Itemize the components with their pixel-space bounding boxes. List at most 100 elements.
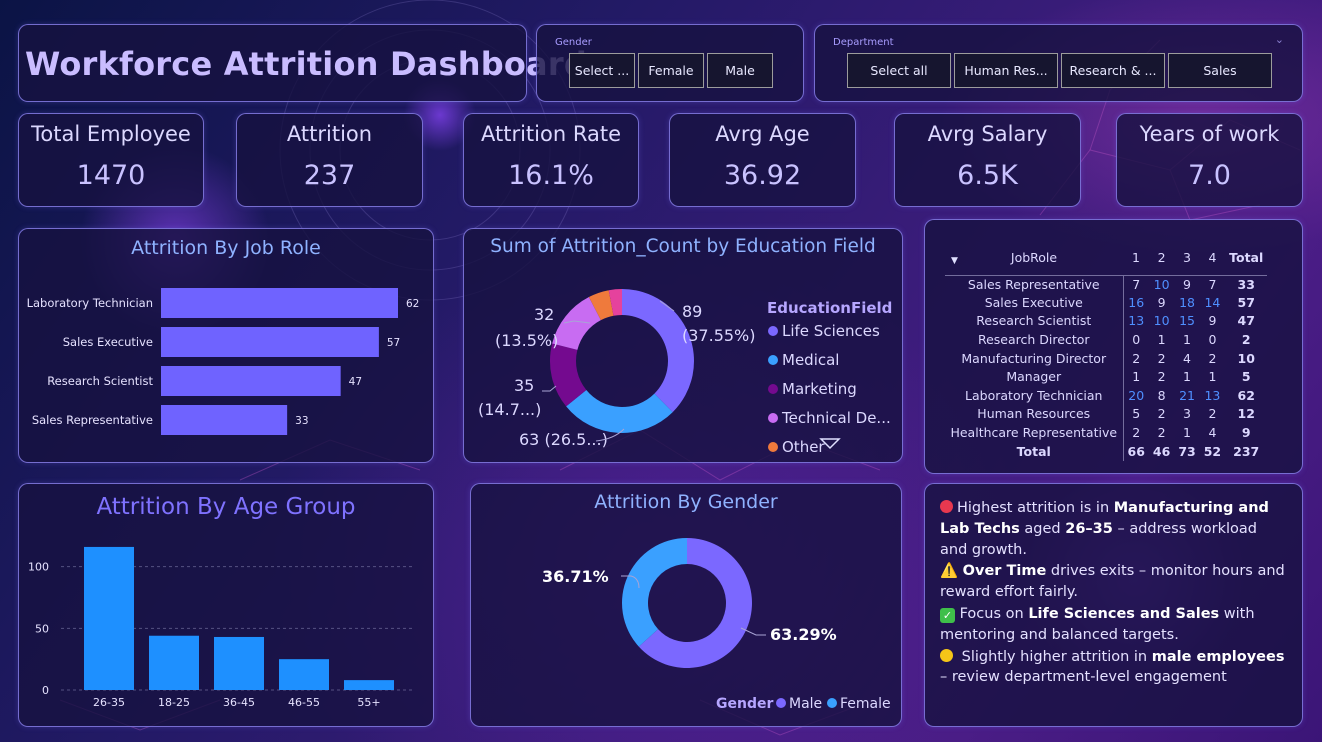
education-slice (552, 297, 601, 350)
gender-option-male[interactable]: Male (707, 53, 773, 88)
matrix-cell: 8 (1157, 387, 1166, 403)
education-leader-line (659, 300, 675, 312)
yellow-circle-icon (940, 648, 953, 662)
matrix-grand-total: 237 (1233, 443, 1260, 459)
gender-slicer: Gender Select ... Female Male (536, 24, 804, 102)
insight-highlight: male employees (1151, 648, 1285, 665)
matrix-cell: 0 (1208, 332, 1217, 348)
department-option-sales[interactable]: Sales (1168, 53, 1272, 88)
job-role-bar (161, 288, 398, 318)
education-legend-label: Marketing (782, 380, 857, 398)
department-slicer-label: Department (833, 37, 894, 48)
education-data-label: 63 (26.5...) (519, 430, 608, 449)
matrix-cell: 2 (1132, 350, 1141, 366)
matrix-cell: 7 (1208, 276, 1217, 292)
gender-option-select-all[interactable]: Select ... (569, 53, 635, 88)
matrix-header-3[interactable]: 3 (1183, 249, 1191, 265)
matrix-header-jobrole[interactable]: JobRole (1010, 249, 1058, 265)
sort-arrow-icon[interactable]: ▼ (951, 256, 958, 266)
education-slice (588, 290, 614, 321)
gender-legend-marker-female (827, 698, 837, 708)
education-legend-marker (768, 413, 778, 423)
age-category-label: 55+ (357, 696, 380, 709)
page-title: Workforce Attrition Dashboard (25, 45, 587, 83)
kpi-label: Avrg Salary (927, 122, 1048, 146)
matrix-cell: 10 (1153, 276, 1170, 292)
department-option-human-resources[interactable]: Human Res... (954, 53, 1058, 88)
age-bar (279, 659, 329, 690)
education-legend-label: Life Sciences (782, 322, 880, 340)
insight-text: drives exits – monitor hours and reward … (940, 563, 1285, 601)
education-slice (550, 343, 587, 407)
matrix-header-4[interactable]: 4 (1208, 249, 1217, 265)
matrix-cell: 1 (1208, 369, 1217, 385)
matrix-cell: 7 (1132, 276, 1141, 292)
age-category-label: 46-55 (288, 696, 320, 709)
age-axis-tick-label: 100 (28, 561, 49, 574)
matrix-cell: 1 (1132, 369, 1141, 385)
kpi-value: 6.5K (957, 160, 1018, 191)
job-role-label: Sales Executive (63, 335, 153, 349)
gender-slicer-label: Gender (555, 37, 592, 48)
gender-leader-line (740, 627, 766, 636)
matrix-header-total[interactable]: Total (1229, 249, 1264, 265)
kpi-value: 16.1% (508, 160, 594, 191)
matrix-role: Research Scientist (945, 312, 1124, 331)
table-row: Manufacturing Director 2 2 4 2 10 (945, 349, 1267, 368)
matrix-header-2[interactable]: 2 (1157, 249, 1166, 265)
age-axis-tick-label: 0 (42, 684, 49, 697)
job-role-label: Laboratory Technician (27, 296, 153, 310)
education-donut-chart: 89 (37.55%) 63 (26.5...) 35 (14.7...) 32 (13.5… (478, 289, 892, 456)
gender-legend-label-female: Female (840, 696, 891, 712)
matrix-cell: 3 (1183, 406, 1191, 422)
education-legend-marker (768, 442, 778, 452)
job-role-matrix-panel: ▼ JobRole 1 2 3 4 Total Sales Representa… (924, 219, 1303, 474)
age-group-chart: 0 50 100 26-35 18-25 36-45 46-55 55+ (28, 546, 415, 709)
job-role-bar (161, 405, 288, 435)
matrix-cell: 4 (1208, 425, 1217, 441)
department-option-select-all[interactable]: Select all (847, 53, 951, 88)
insight-2: ⚠️ Over Time drives exits – monitor hour… (940, 561, 1288, 603)
insight-highlight: Over Time (962, 563, 1047, 580)
matrix-total-cell: 46 (1152, 443, 1171, 459)
matrix-role: Laboratory Technician (945, 386, 1124, 406)
matrix-row-total: 62 (1237, 387, 1255, 403)
insights-panel: Highest attrition is in Manufacturing an… (924, 483, 1303, 727)
matrix-row-total: 12 (1237, 406, 1255, 422)
gender-slice (622, 538, 687, 647)
matrix-cell: 4 (1183, 350, 1191, 366)
education-leader-line (563, 320, 591, 324)
insight-4: Slightly higher attrition in male employ… (940, 647, 1288, 689)
gender-option-female[interactable]: Female (638, 53, 704, 88)
matrix-row-total: 2 (1241, 332, 1251, 348)
insight-text: Highest attrition is in (957, 500, 1114, 516)
matrix-cell: 13 (1128, 313, 1145, 329)
education-legend-label: Technical De... (781, 409, 891, 427)
age-bar (84, 546, 134, 690)
job-role-value-label: 62 (406, 298, 419, 310)
matrix-cell: 9 (1157, 294, 1166, 310)
matrix-header-1[interactable]: 1 (1131, 249, 1140, 265)
job-role-chart: Laboratory Technician 62 Sales Executive 57… (27, 288, 419, 435)
checkmark-icon: ✓ (940, 607, 955, 623)
education-chart-title: Sum of Attrition_Count by Education Fiel… (490, 236, 876, 257)
matrix-cell: 2 (1208, 406, 1217, 422)
kpi-value: 1470 (76, 160, 146, 191)
matrix-cell: 10 (1153, 313, 1170, 329)
insight-highlight: Life Sciences and Sales (1028, 605, 1220, 622)
gender-donut-chart: 36.71% 63.29% Gender Male Female (542, 538, 891, 712)
job-role-label: Sales Representative (32, 413, 153, 427)
job-role-value-label: 33 (295, 415, 308, 427)
age-group-chart-title: Attrition By Age Group (96, 494, 356, 520)
department-option-research[interactable]: Research & ... (1061, 53, 1165, 88)
age-axis-tick-label: 50 (35, 622, 49, 635)
matrix-cell: 2 (1208, 350, 1217, 366)
job-role-label: Research Scientist (47, 374, 153, 388)
table-row: Manager 1 2 1 1 5 (945, 367, 1267, 387)
matrix-cell: 20 (1128, 387, 1145, 403)
education-slice (566, 390, 673, 433)
title-card: Workforce Attrition Dashboard (18, 24, 587, 102)
education-leader-line (542, 385, 557, 392)
chevron-down-icon[interactable]: ⌄ (1274, 33, 1284, 46)
insight-text: – review department-level engagement (940, 669, 1227, 686)
